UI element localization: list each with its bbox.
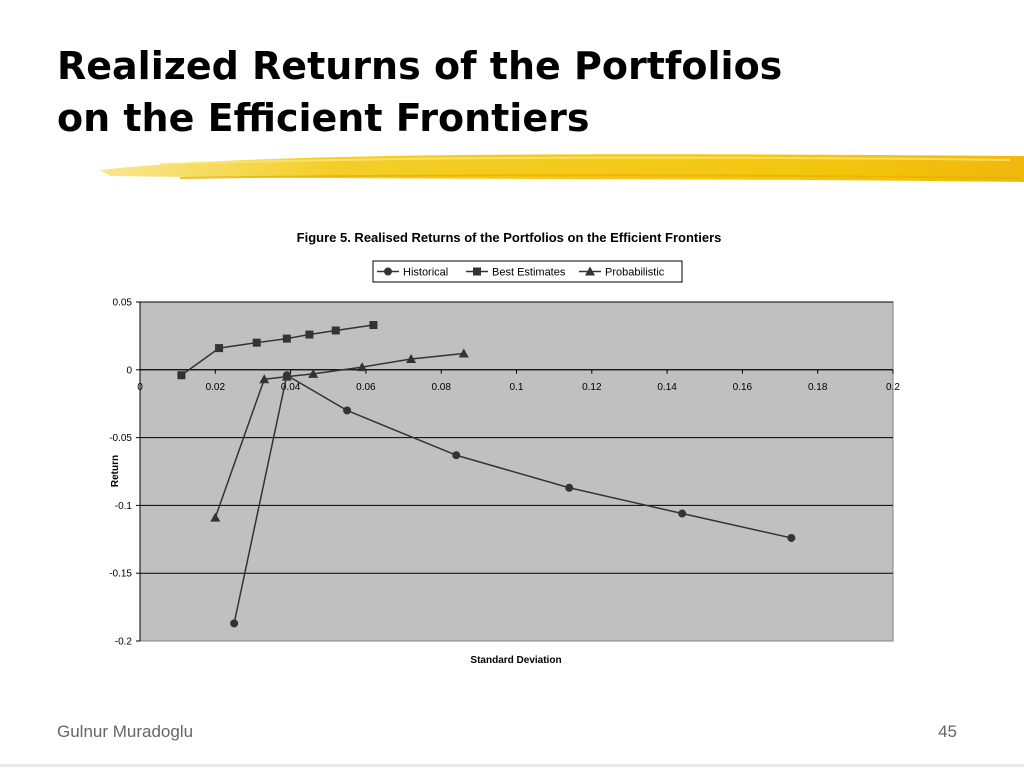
footer-author: Gulnur Muradoglu	[57, 722, 194, 741]
slide-title-line-2: on the Efficient Frontiers	[57, 96, 590, 140]
y-tick-label: 0.05	[113, 298, 133, 309]
y-tick-label: -0.15	[109, 569, 132, 580]
legend-label-probabilistic: Probabilistic	[605, 267, 665, 279]
x-tick-label: 0.2	[886, 382, 900, 393]
slide-title-line-1: Realized Returns of the Portfolios	[57, 44, 783, 88]
legend-marker-historical	[384, 267, 392, 276]
x-tick-label: 0.06	[356, 382, 376, 393]
x-tick-label: 0	[137, 382, 143, 393]
x-tick-label: 0.16	[733, 382, 753, 393]
page-number: 45	[938, 722, 957, 741]
data-point-probabilistic	[281, 371, 292, 381]
data-point-probabilistic	[308, 368, 319, 378]
y-tick-label: -0.1	[115, 501, 133, 512]
slide-title: Realized Returns of the Portfolios on th…	[57, 40, 782, 144]
series-best-estimates	[177, 321, 378, 380]
data-point-historical	[452, 451, 461, 460]
data-point-probabilistic	[259, 374, 270, 384]
bottom-rule	[0, 764, 1024, 767]
data-point-best-estimates	[305, 330, 314, 339]
legend: Historical Best Estimates Probabilistic	[372, 260, 683, 283]
data-point-historical	[565, 483, 574, 492]
data-point-probabilistic	[357, 362, 368, 372]
plot-background	[139, 301, 894, 642]
legend-marker-best-estimates	[473, 267, 481, 276]
series-probabilistic	[210, 348, 469, 522]
data-point-historical	[678, 509, 687, 518]
legend-box	[372, 260, 683, 283]
legend-marker-probabilistic	[585, 266, 595, 276]
legend-label-historical: Historical	[403, 267, 448, 279]
x-tick-label: 0.08	[431, 382, 451, 393]
y-tick-label: -0.2	[115, 637, 133, 648]
data-point-best-estimates	[331, 326, 340, 335]
plot-area: 0.05 0 -0.05 -0.1 -0.15 -0.2 0 0.02 0.04 0.06 0.08…	[109, 298, 900, 648]
x-tick-label: 0.12	[582, 382, 602, 393]
data-point-historical	[787, 533, 796, 542]
data-point-best-estimates	[215, 344, 224, 353]
highlighter-stroke	[100, 154, 1024, 182]
y-tick-label: -0.05	[109, 433, 132, 444]
data-point-historical	[230, 619, 239, 628]
data-point-best-estimates	[282, 334, 291, 343]
legend-label-best-estimates: Best Estimates	[492, 267, 566, 279]
x-tick-label: 0.1	[510, 382, 524, 393]
data-point-probabilistic	[210, 512, 221, 522]
chart-title: Figure 5. Realised Returns of the Portfo…	[297, 230, 722, 245]
data-point-best-estimates	[177, 371, 186, 380]
data-point-historical	[343, 406, 352, 415]
data-point-best-estimates	[252, 338, 261, 347]
data-point-probabilistic	[458, 348, 469, 358]
x-axis-title: Standard Deviation	[470, 655, 561, 666]
y-axis-title: Return	[110, 455, 121, 487]
y-tick-label: 0	[126, 365, 132, 376]
x-tick-label: 0.14	[657, 382, 677, 393]
x-tick-label: 0.18	[808, 382, 828, 393]
data-point-probabilistic	[406, 353, 417, 363]
data-point-best-estimates	[369, 321, 378, 330]
x-tick-label: 0.02	[206, 382, 226, 393]
x-tick-label: 0.04	[281, 382, 301, 393]
